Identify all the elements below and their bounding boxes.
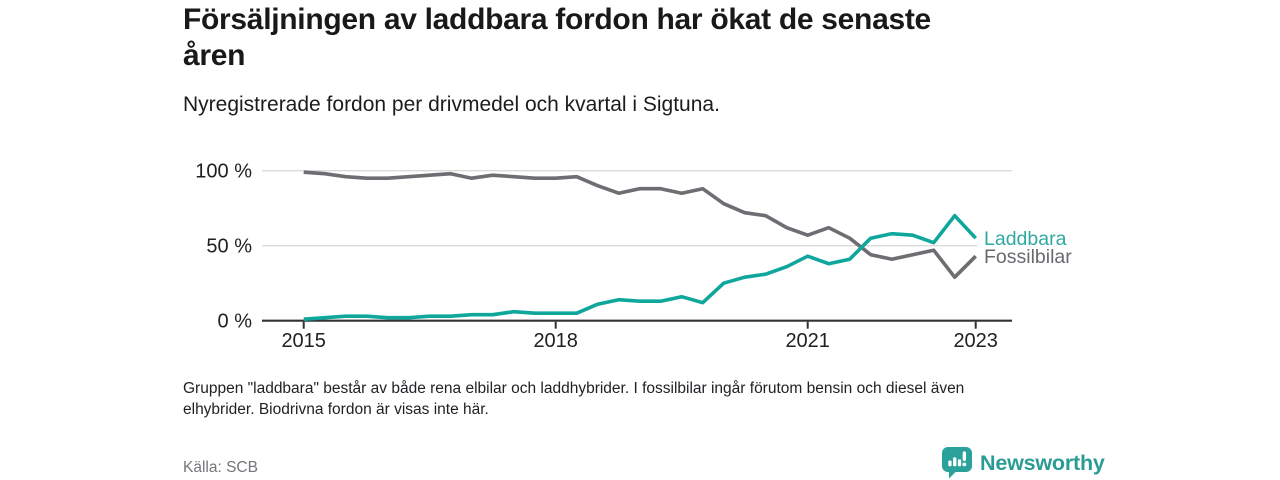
y-tick-label: 100 % — [195, 161, 252, 183]
chart-subtitle: Nyregistrerade fordon per drivmedel och … — [183, 93, 720, 116]
x-tick-label: 2021 — [785, 330, 830, 352]
chart-header: Försäljningen av laddbara fordon har öka… — [183, 2, 1083, 74]
chart-title: Försäljningen av laddbara fordon har öka… — [183, 2, 1083, 74]
footnote-line2: elhybrider. Biodrivna fordon är visas in… — [183, 400, 489, 418]
y-tick-label: 50 % — [206, 236, 252, 258]
chart-title-line1: Försäljningen av laddbara fordon har öka… — [183, 3, 931, 36]
x-tick-label: 2015 — [281, 330, 326, 352]
y-tick-label: 0 % — [218, 311, 253, 333]
x-tick-label: 2023 — [953, 330, 998, 352]
source-note: Källa: SCB — [183, 459, 258, 476]
newsworthy-chart-bubble-icon — [942, 447, 972, 479]
legend-label-laddbara: Laddbara — [984, 228, 1067, 250]
x-tick-label: 2018 — [533, 330, 578, 352]
legend-label-fossilbilar: Fossilbilar — [984, 246, 1072, 268]
chart-footnote: Gruppen "laddbara" består av både rena e… — [183, 379, 1083, 420]
branding-name: Newsworthy — [980, 450, 1105, 475]
branding: Newsworthy — [941, 446, 1105, 480]
series-line-laddbara — [303, 213, 978, 321]
series-line-fossilbilar — [303, 170, 977, 280]
chart-title-line2: åren — [183, 39, 246, 72]
footnote-line1: Gruppen "laddbara" består av både rena e… — [183, 380, 965, 397]
